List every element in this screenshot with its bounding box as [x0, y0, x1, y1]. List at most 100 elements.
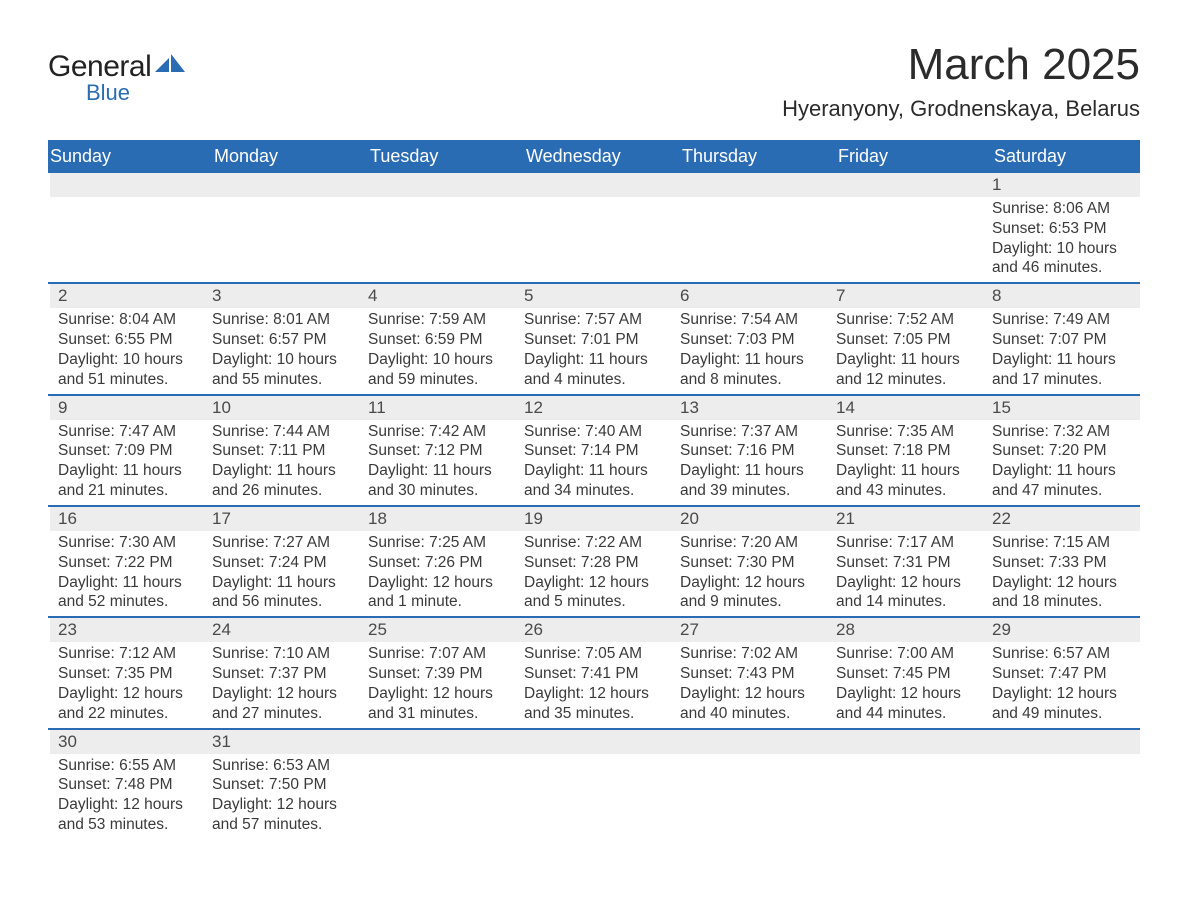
day-body: Sunrise: 7:07 AMSunset: 7:39 PMDaylight:…	[360, 642, 516, 727]
daylight-text: Daylight: 12 hours and 49 minutes.	[992, 684, 1132, 724]
day-number: 19	[516, 507, 672, 531]
calendar-cell: 20Sunrise: 7:20 AMSunset: 7:30 PMDayligh…	[672, 506, 828, 617]
sunset-text: Sunset: 7:20 PM	[992, 441, 1132, 461]
calendar-cell: 10Sunrise: 7:44 AMSunset: 7:11 PMDayligh…	[204, 395, 360, 506]
sunset-text: Sunset: 7:22 PM	[58, 553, 196, 573]
sunrise-text: Sunrise: 8:04 AM	[58, 310, 196, 330]
day-body: Sunrise: 7:25 AMSunset: 7:26 PMDaylight:…	[360, 531, 516, 616]
sunset-text: Sunset: 7:43 PM	[680, 664, 820, 684]
day-body: Sunrise: 7:49 AMSunset: 7:07 PMDaylight:…	[984, 308, 1140, 393]
sunset-text: Sunset: 7:30 PM	[680, 553, 820, 573]
sunset-text: Sunset: 7:18 PM	[836, 441, 976, 461]
day-body: Sunrise: 8:04 AMSunset: 6:55 PMDaylight:…	[50, 308, 204, 393]
day-body: Sunrise: 7:05 AMSunset: 7:41 PMDaylight:…	[516, 642, 672, 727]
day-body: Sunrise: 6:57 AMSunset: 7:47 PMDaylight:…	[984, 642, 1140, 727]
daylight-text: Daylight: 10 hours and 51 minutes.	[58, 350, 196, 390]
daylight-text: Daylight: 11 hours and 34 minutes.	[524, 461, 664, 501]
sunrise-text: Sunrise: 8:06 AM	[992, 199, 1132, 219]
day-body	[984, 754, 1140, 836]
day-body	[672, 197, 828, 279]
weekday-header: Friday	[828, 140, 984, 173]
day-body: Sunrise: 7:27 AMSunset: 7:24 PMDaylight:…	[204, 531, 360, 616]
calendar-cell: 27Sunrise: 7:02 AMSunset: 7:43 PMDayligh…	[672, 617, 828, 728]
calendar-cell	[672, 729, 828, 839]
daylight-text: Daylight: 12 hours and 5 minutes.	[524, 573, 664, 613]
day-number: 3	[204, 284, 360, 308]
day-body: Sunrise: 7:10 AMSunset: 7:37 PMDaylight:…	[204, 642, 360, 727]
day-body: Sunrise: 7:32 AMSunset: 7:20 PMDaylight:…	[984, 420, 1140, 505]
day-body: Sunrise: 7:12 AMSunset: 7:35 PMDaylight:…	[50, 642, 204, 727]
day-number: 22	[984, 507, 1140, 531]
calendar-cell: 6Sunrise: 7:54 AMSunset: 7:03 PMDaylight…	[672, 283, 828, 394]
day-number	[360, 173, 516, 197]
day-body	[516, 754, 672, 836]
sunrise-text: Sunrise: 7:17 AM	[836, 533, 976, 553]
daylight-text: Daylight: 12 hours and 9 minutes.	[680, 573, 820, 613]
title-block: March 2025 Hyeranyony, Grodnenskaya, Bel…	[782, 40, 1140, 122]
calendar-cell	[360, 729, 516, 839]
daylight-text: Daylight: 10 hours and 59 minutes.	[368, 350, 508, 390]
sunrise-text: Sunrise: 6:55 AM	[58, 756, 196, 776]
daylight-text: Daylight: 11 hours and 12 minutes.	[836, 350, 976, 390]
day-body	[360, 197, 516, 279]
sunrise-text: Sunrise: 7:00 AM	[836, 644, 976, 664]
calendar-cell: 8Sunrise: 7:49 AMSunset: 7:07 PMDaylight…	[984, 283, 1140, 394]
calendar-cell: 4Sunrise: 7:59 AMSunset: 6:59 PMDaylight…	[360, 283, 516, 394]
sunset-text: Sunset: 7:31 PM	[836, 553, 976, 573]
daylight-text: Daylight: 12 hours and 1 minute.	[368, 573, 508, 613]
day-number: 14	[828, 396, 984, 420]
day-number: 18	[360, 507, 516, 531]
day-number: 23	[50, 618, 204, 642]
calendar-cell	[516, 173, 672, 283]
calendar-cell: 2Sunrise: 8:04 AMSunset: 6:55 PMDaylight…	[48, 283, 204, 394]
sunset-text: Sunset: 7:33 PM	[992, 553, 1132, 573]
sunrise-text: Sunrise: 7:59 AM	[368, 310, 508, 330]
day-body: Sunrise: 6:53 AMSunset: 7:50 PMDaylight:…	[204, 754, 360, 839]
sunrise-text: Sunrise: 7:47 AM	[58, 422, 196, 442]
daylight-text: Daylight: 11 hours and 30 minutes.	[368, 461, 508, 501]
calendar-cell: 18Sunrise: 7:25 AMSunset: 7:26 PMDayligh…	[360, 506, 516, 617]
day-number: 29	[984, 618, 1140, 642]
day-body: Sunrise: 7:00 AMSunset: 7:45 PMDaylight:…	[828, 642, 984, 727]
daylight-text: Daylight: 11 hours and 21 minutes.	[58, 461, 196, 501]
day-body	[828, 754, 984, 836]
sunrise-text: Sunrise: 7:30 AM	[58, 533, 196, 553]
calendar-cell	[516, 729, 672, 839]
daylight-text: Daylight: 12 hours and 18 minutes.	[992, 573, 1132, 613]
day-number: 11	[360, 396, 516, 420]
day-body: Sunrise: 7:52 AMSunset: 7:05 PMDaylight:…	[828, 308, 984, 393]
daylight-text: Daylight: 12 hours and 31 minutes.	[368, 684, 508, 724]
sunset-text: Sunset: 7:39 PM	[368, 664, 508, 684]
calendar-cell	[204, 173, 360, 283]
sunset-text: Sunset: 7:24 PM	[212, 553, 352, 573]
calendar-cell	[360, 173, 516, 283]
weekday-header: Tuesday	[360, 140, 516, 173]
day-body: Sunrise: 7:15 AMSunset: 7:33 PMDaylight:…	[984, 531, 1140, 616]
daylight-text: Daylight: 11 hours and 47 minutes.	[992, 461, 1132, 501]
daylight-text: Daylight: 10 hours and 46 minutes.	[992, 239, 1132, 279]
daylight-text: Daylight: 11 hours and 52 minutes.	[58, 573, 196, 613]
sunset-text: Sunset: 7:11 PM	[212, 441, 352, 461]
calendar-week-row: 9Sunrise: 7:47 AMSunset: 7:09 PMDaylight…	[48, 395, 1140, 506]
weekday-header: Sunday	[48, 140, 204, 173]
day-number: 10	[204, 396, 360, 420]
day-body: Sunrise: 7:44 AMSunset: 7:11 PMDaylight:…	[204, 420, 360, 505]
sunrise-text: Sunrise: 7:15 AM	[992, 533, 1132, 553]
sunrise-text: Sunrise: 7:42 AM	[368, 422, 508, 442]
sunset-text: Sunset: 7:16 PM	[680, 441, 820, 461]
day-number	[828, 173, 984, 197]
sunset-text: Sunset: 6:53 PM	[992, 219, 1132, 239]
sunrise-text: Sunrise: 6:53 AM	[212, 756, 352, 776]
sunset-text: Sunset: 7:41 PM	[524, 664, 664, 684]
sunrise-text: Sunrise: 7:02 AM	[680, 644, 820, 664]
calendar-cell: 23Sunrise: 7:12 AMSunset: 7:35 PMDayligh…	[48, 617, 204, 728]
daylight-text: Daylight: 11 hours and 17 minutes.	[992, 350, 1132, 390]
day-number: 25	[360, 618, 516, 642]
calendar-cell: 21Sunrise: 7:17 AMSunset: 7:31 PMDayligh…	[828, 506, 984, 617]
calendar-cell: 19Sunrise: 7:22 AMSunset: 7:28 PMDayligh…	[516, 506, 672, 617]
day-body: Sunrise: 7:42 AMSunset: 7:12 PMDaylight:…	[360, 420, 516, 505]
daylight-text: Daylight: 12 hours and 22 minutes.	[58, 684, 196, 724]
day-body: Sunrise: 7:40 AMSunset: 7:14 PMDaylight:…	[516, 420, 672, 505]
sunrise-text: Sunrise: 7:25 AM	[368, 533, 508, 553]
weekday-header: Saturday	[984, 140, 1140, 173]
